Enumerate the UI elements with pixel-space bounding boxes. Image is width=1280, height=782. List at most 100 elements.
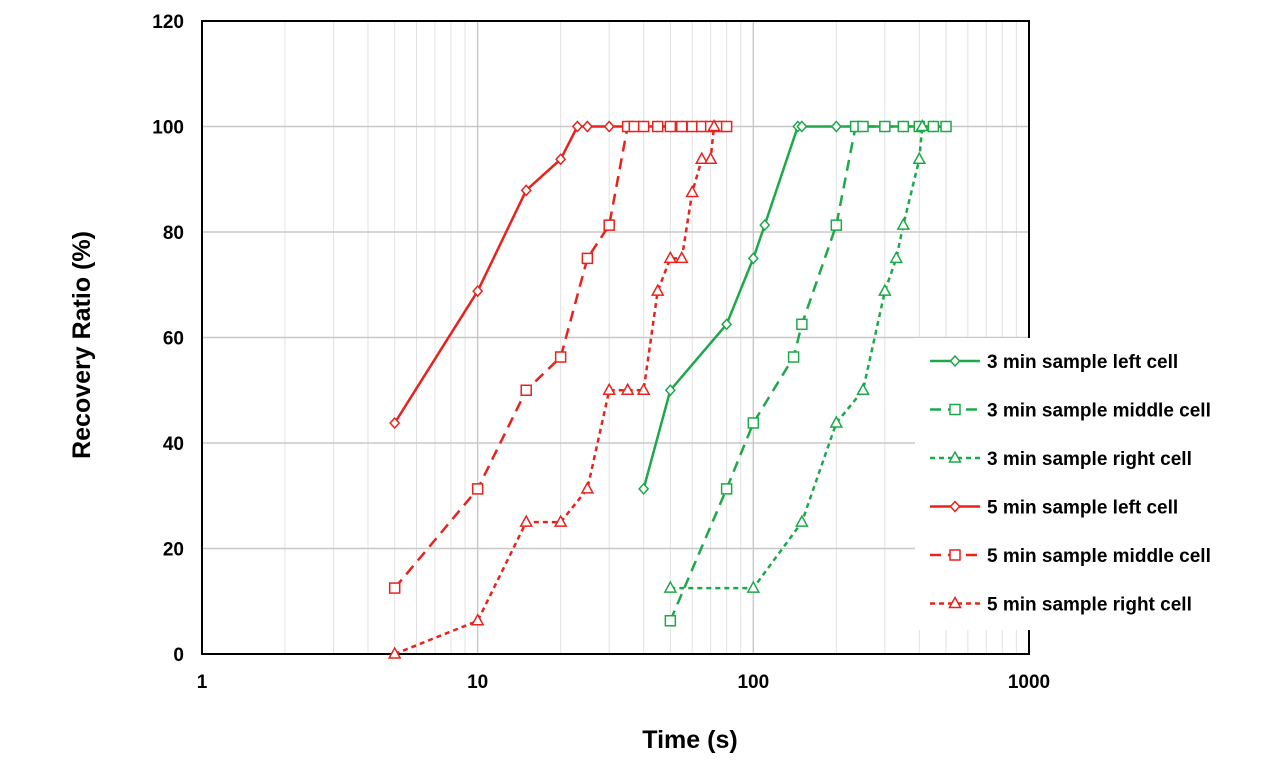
data-point <box>636 382 651 395</box>
data-point <box>927 120 940 133</box>
tick-labels: 1 10 100 1000 0 20 40 60 80 100 120 <box>152 12 1050 693</box>
data-point <box>889 250 904 264</box>
data-point <box>519 514 533 527</box>
data-point <box>747 417 760 429</box>
series-6 <box>387 118 721 659</box>
x-tick-label: 1 <box>197 672 208 693</box>
data-point <box>940 120 952 133</box>
data-point <box>703 151 718 164</box>
y-tick-label: 80 <box>163 223 184 244</box>
data-point <box>638 482 650 496</box>
data-point <box>603 120 615 133</box>
legend-marker <box>948 450 962 463</box>
data-point <box>388 582 401 594</box>
data-point <box>759 219 771 232</box>
data-point <box>602 382 616 395</box>
legend-item: 5 min sample left cell <box>930 498 1178 519</box>
data-point <box>651 120 664 133</box>
series-layer <box>387 118 952 659</box>
series-line <box>394 126 716 656</box>
data-point <box>720 483 733 495</box>
series-line <box>670 126 924 590</box>
data-point <box>663 250 678 264</box>
data-point <box>571 120 583 133</box>
legend-item: 3 min sample middle cell <box>930 401 1211 422</box>
grid <box>202 21 1029 654</box>
data-point <box>796 120 808 133</box>
data-point <box>795 514 809 527</box>
legend-marker <box>949 403 961 416</box>
x-axis-label: Time (s) <box>642 726 737 754</box>
x-tick-label: 1000 <box>1008 672 1050 693</box>
data-point <box>686 120 698 133</box>
legend-label: 5 min sample right cell <box>987 595 1192 616</box>
legend-marker <box>949 354 961 368</box>
data-point <box>472 284 484 298</box>
data-point <box>389 416 401 430</box>
legend-label: 3 min sample left cell <box>987 352 1178 373</box>
series-5 <box>388 120 733 594</box>
data-point <box>897 120 910 133</box>
data-point <box>471 483 484 495</box>
data-point <box>674 250 689 264</box>
data-point <box>637 120 650 133</box>
data-point <box>879 120 891 133</box>
data-point <box>685 184 699 198</box>
data-point <box>664 120 677 133</box>
legend-marker <box>949 549 961 561</box>
y-tick-label: 120 <box>152 12 184 33</box>
legend-item: 3 min sample left cell <box>930 352 1178 373</box>
y-tick-label: 100 <box>152 118 184 139</box>
x-tick-label: 10 <box>467 672 488 693</box>
data-point <box>694 151 709 164</box>
legend-label: 5 min sample left cell <box>987 498 1178 519</box>
data-point <box>664 615 677 627</box>
legend-item: 5 min sample middle cell <box>930 546 1211 567</box>
legend-item: 5 min sample right cell <box>930 595 1192 616</box>
legend: 3 min sample left cell 3 min sample middl… <box>915 338 1280 630</box>
data-point <box>581 120 593 133</box>
y-axis-label: Recovery Ratio (%) <box>68 231 96 459</box>
data-point <box>676 120 688 133</box>
data-point <box>857 120 869 133</box>
legend-marker <box>949 500 961 513</box>
series-line <box>642 125 946 490</box>
data-point <box>796 318 808 331</box>
plot-area <box>201 20 1030 655</box>
data-point <box>830 219 843 231</box>
data-point <box>387 646 402 659</box>
data-point <box>581 252 594 265</box>
data-point <box>553 514 568 527</box>
data-point <box>747 252 759 265</box>
data-point <box>856 382 870 395</box>
legend-marker <box>948 595 962 609</box>
legend-label: 3 min sample right cell <box>987 449 1192 470</box>
data-point <box>746 580 761 593</box>
y-tick-label: 40 <box>163 434 184 455</box>
data-point <box>603 219 615 231</box>
legend-background <box>915 338 1280 630</box>
data-point <box>555 153 567 166</box>
data-point <box>520 184 532 197</box>
data-point <box>721 318 733 331</box>
data-point <box>896 217 911 230</box>
data-point <box>720 120 733 133</box>
data-point <box>912 151 927 164</box>
x-tick-label: 100 <box>737 672 769 693</box>
series-2 <box>664 120 952 627</box>
data-point <box>915 118 930 132</box>
data-point <box>520 384 532 396</box>
y-tick-label: 0 <box>173 645 184 666</box>
legend-item: 3 min sample right cell <box>930 449 1192 470</box>
data-point <box>620 382 635 395</box>
data-point <box>664 384 676 397</box>
series-1 <box>638 120 952 496</box>
data-point <box>878 283 892 296</box>
legend-label: 5 min sample middle cell <box>987 546 1211 567</box>
data-point <box>829 415 844 428</box>
series-3 <box>663 118 930 593</box>
y-tick-label: 20 <box>163 540 184 561</box>
data-point <box>663 580 678 593</box>
data-point <box>707 118 721 132</box>
